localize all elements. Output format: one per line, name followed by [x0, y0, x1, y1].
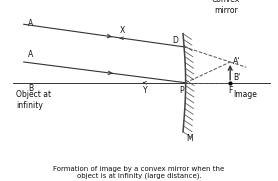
Text: M: M	[186, 134, 193, 143]
Text: A: A	[28, 19, 33, 28]
Text: Convex
mirror: Convex mirror	[212, 0, 240, 15]
Text: D: D	[172, 36, 178, 45]
Text: Image: Image	[233, 90, 257, 99]
Text: P: P	[179, 86, 183, 94]
Text: Formation of image by a convex mirror when the
object is at infinity (large dist: Formation of image by a convex mirror wh…	[53, 166, 225, 179]
Text: Object at
infinity: Object at infinity	[16, 90, 51, 110]
Text: Y: Y	[143, 86, 148, 94]
Text: A: A	[28, 50, 33, 59]
Text: B': B'	[233, 73, 240, 82]
Text: X: X	[120, 26, 125, 35]
Text: A': A'	[233, 58, 241, 66]
Text: B: B	[28, 84, 33, 93]
Text: F: F	[228, 86, 232, 94]
